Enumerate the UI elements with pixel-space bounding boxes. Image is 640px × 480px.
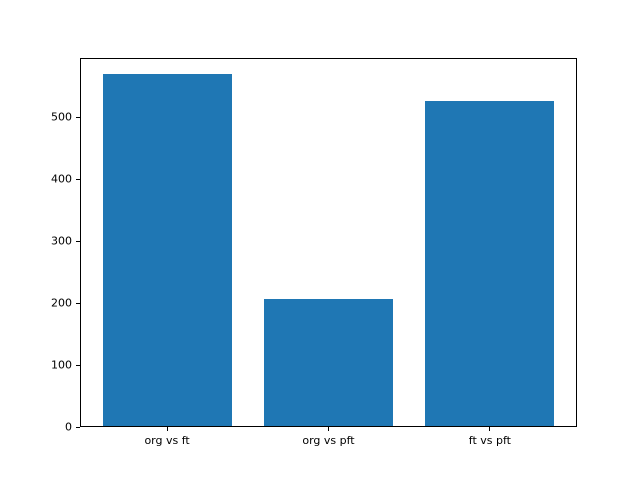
bar-org-vs-pft [264,298,394,427]
bar-org-vs-ft [102,74,232,427]
bar-ft-vs-pft [425,100,555,427]
y-tick-mark [76,240,80,242]
y-tick-mark [76,302,80,304]
y-tick-mark [76,426,80,428]
x-tick-label: org vs pft [302,434,355,447]
x-tick-label: org vs ft [144,434,190,447]
x-tick-mark [328,427,329,431]
y-tick-mark [76,178,80,180]
y-tick-mark [76,364,80,366]
x-tick-label: ft vs pft [468,434,511,447]
plot-area: 0 100 200 300 400 500 org vs ft org vs pft ft v… [51,58,577,446]
y-tick-label: 100 [51,358,72,372]
x-tick-mark [166,427,168,431]
y-tick-label: 0 [65,420,72,434]
y-tick-label: 400 [51,172,72,186]
y-tick-mark [76,116,80,118]
y-tick-label: 500 [51,110,72,124]
x-tick-mark [489,427,491,431]
y-tick-label: 300 [51,234,72,248]
y-tick-label: 200 [51,296,72,310]
